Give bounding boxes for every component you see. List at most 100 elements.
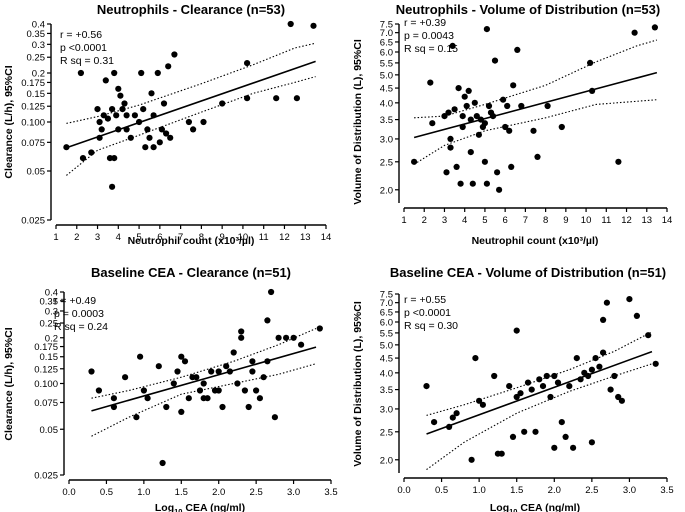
x-tick-label: 4 (116, 232, 121, 243)
data-point (455, 85, 462, 92)
x-axis-label: Log10 CEA (ng/ml) (490, 502, 580, 512)
chart-title: Baseline CEA - Volume of Distribution (n… (390, 265, 666, 280)
y-tick-label: 0.100 (21, 118, 45, 129)
data-point (119, 106, 126, 113)
x-axis-label: Neutrophil count (x10³/µl) (472, 235, 599, 247)
data-point (156, 139, 163, 146)
data-point (530, 127, 537, 134)
data-point (447, 144, 454, 151)
data-point (219, 403, 226, 411)
data-point (502, 123, 509, 131)
data-point (133, 414, 140, 421)
data-point (190, 126, 197, 133)
data-point (451, 106, 458, 113)
data-point (287, 20, 294, 28)
data-point (88, 368, 95, 375)
data-point (514, 46, 521, 54)
data-point (244, 60, 251, 67)
y-axis-label: Volume of Distribution (L), 95%CI (352, 301, 364, 467)
y-tick-label: 0.35 (40, 296, 59, 307)
x-tick-label: 2 (422, 215, 427, 226)
stat-rsq: R sq = 0.31 (60, 55, 114, 67)
y-tick-label: 0.4 (32, 20, 45, 31)
data-point (518, 102, 525, 110)
stat-r: r = +0.56 (60, 29, 102, 41)
x-tick-label: 0.0 (397, 485, 410, 496)
y-tick-label: 2.5 (380, 157, 393, 168)
data-point (445, 109, 452, 116)
data-point (517, 390, 524, 397)
data-point (163, 403, 170, 411)
data-point (215, 368, 222, 375)
data-point (283, 334, 290, 341)
x-tick-label: 8 (543, 215, 548, 226)
data-point (544, 102, 551, 110)
data-point (475, 131, 482, 138)
y-axis-label: Clearance (L/h), 95%CI (3, 327, 15, 440)
y-tick-label: 0.175 (34, 342, 58, 353)
data-point (230, 349, 237, 356)
x-tick-label: 1.5 (175, 487, 188, 498)
data-point (600, 316, 607, 323)
data-point (96, 118, 103, 126)
data-point (117, 92, 124, 99)
data-point (170, 380, 177, 387)
chart-title: Neutrophils - Clearance (n=53) (97, 2, 285, 17)
data-point (447, 135, 454, 142)
data-point (652, 360, 659, 367)
data-point (551, 444, 558, 451)
y-tick-label: 0.2 (45, 333, 58, 344)
data-point (238, 334, 245, 341)
data-point (144, 126, 151, 133)
data-point (95, 387, 102, 394)
x-tick-label: 9 (220, 232, 225, 243)
data-point (489, 113, 497, 120)
y-tick-label: 7.0 (380, 28, 393, 39)
data-point (477, 116, 484, 123)
data-point (510, 82, 517, 89)
ci-upper-band (91, 327, 317, 399)
x-tick-label: 1.0 (473, 485, 486, 496)
data-point (457, 180, 464, 187)
data-point (524, 379, 532, 386)
stat-p: p = 0.0043 (404, 30, 454, 42)
data-point (110, 395, 117, 402)
data-point (123, 126, 130, 133)
y-tick-label: 5.0 (380, 340, 393, 351)
data-point (148, 90, 155, 97)
data-point (298, 341, 305, 348)
data-point (131, 112, 138, 119)
panel-cea-clearance: Baseline CEA - Clearance (n=51) r = +0.4… (3, 265, 338, 512)
data-point (144, 395, 151, 402)
data-point (264, 317, 271, 324)
y-tick-label: 7.5 (380, 290, 393, 301)
data-point (431, 419, 438, 426)
data-point (427, 79, 434, 86)
data-point (115, 85, 122, 92)
data-point (577, 376, 584, 383)
x-tick-label: 0.0 (62, 487, 75, 498)
data-point (479, 401, 486, 408)
x-tick-label: 6 (157, 232, 162, 243)
data-point (165, 63, 172, 70)
chart-title: Neutrophils - Volume of Distribution (n=… (396, 2, 660, 17)
data-point (446, 423, 453, 430)
x-tick-label: 5 (136, 232, 141, 243)
data-point (219, 100, 226, 107)
data-point (290, 334, 297, 341)
x-tick-label: 10 (581, 215, 592, 226)
data-point (570, 444, 577, 451)
data-point (463, 102, 470, 110)
y-tick-label: 2.0 (380, 455, 393, 466)
chart-title: Baseline CEA - Clearance (n=51) (91, 265, 291, 280)
y-tick-label: 0.35 (27, 29, 46, 40)
data-point (592, 355, 599, 362)
data-point (651, 24, 659, 31)
data-point (110, 403, 117, 411)
y-tick-label: 0.2 (32, 69, 45, 80)
data-point (481, 158, 488, 165)
x-tick-label: 11 (259, 232, 269, 243)
y-tick-label: 4.5 (380, 84, 393, 95)
y-tick-label: 0.25 (27, 53, 46, 64)
